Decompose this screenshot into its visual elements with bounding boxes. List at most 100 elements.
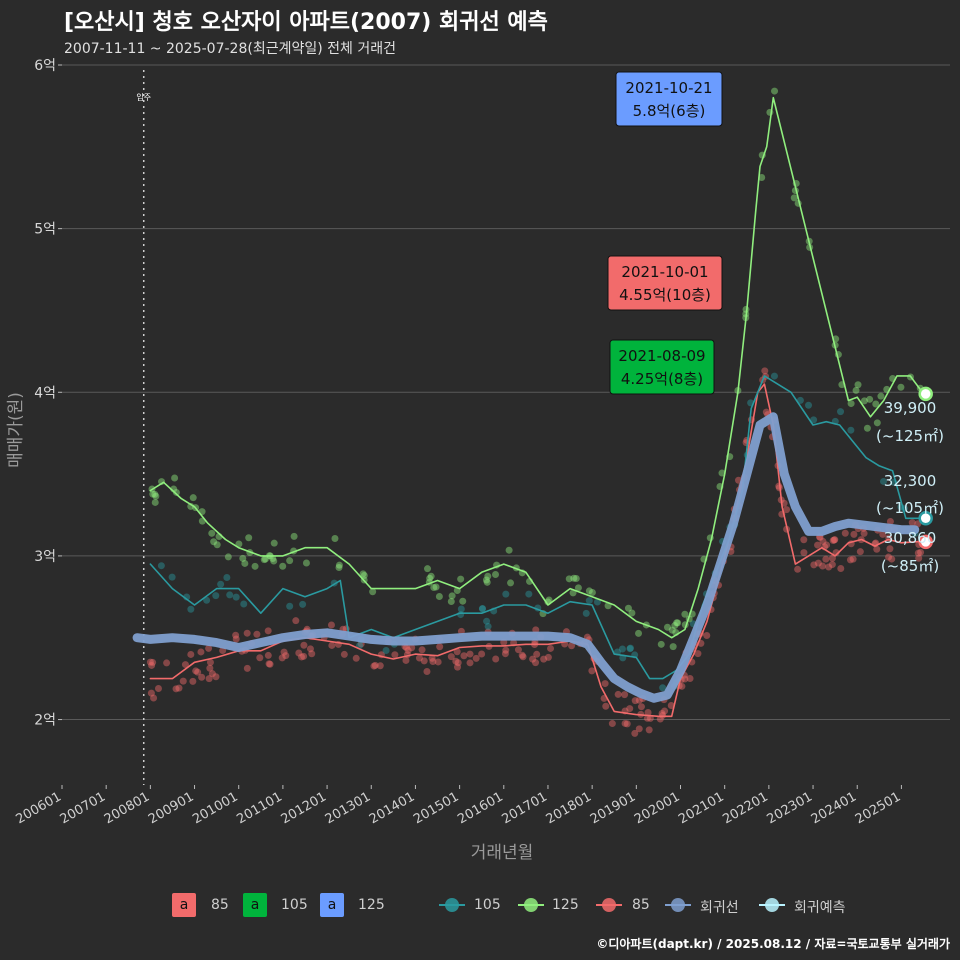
- scatter-point-85: [860, 529, 868, 537]
- scatter-point-85: [661, 707, 669, 715]
- scatter-point-85: [637, 703, 645, 711]
- forecast-area-125: (~125㎡): [876, 427, 944, 445]
- scatter-point-85: [643, 714, 651, 722]
- scatter-point-125: [151, 498, 159, 506]
- scatter-point-85: [206, 658, 214, 666]
- scatter-point-125: [270, 557, 278, 565]
- scatter-point-85: [300, 641, 308, 649]
- scatter-point-85: [352, 654, 360, 662]
- scatter-point-85: [831, 536, 839, 544]
- scatter-point-85: [265, 660, 273, 668]
- scatter-point-105: [286, 602, 294, 610]
- scatter-point-85: [300, 652, 308, 660]
- scatter-point-85: [371, 661, 379, 669]
- scatter-point-85: [646, 714, 654, 722]
- scatter-point-85: [917, 548, 925, 556]
- scatter-point-85: [814, 559, 822, 567]
- scatter-point-125: [624, 604, 632, 612]
- scatter-point-85: [163, 659, 171, 667]
- scatter-point-125: [669, 643, 677, 651]
- scatter-point-125: [897, 383, 905, 391]
- scatter-point-85: [819, 537, 827, 545]
- price-chart: 2억 3억 4억 5억 6억 200601200701200801200901201001…: [6, 58, 950, 863]
- legend-line-125-label: 125: [552, 897, 579, 913]
- scatter-point-125: [210, 538, 218, 546]
- scatter-point-85: [212, 673, 220, 681]
- scatter-point-85: [306, 645, 314, 653]
- scatter-point-85: [519, 653, 527, 661]
- scatter-point-125: [269, 554, 277, 562]
- scatter-point-85: [915, 554, 923, 562]
- scatter-point-85: [810, 561, 818, 569]
- forecast-area-105: (~105㎡): [876, 499, 944, 517]
- scatter-point-125: [668, 626, 676, 634]
- annotation-2021-08-09: 2021-08-09 4.25억(8층): [609, 339, 715, 395]
- scatter-point-85: [914, 549, 922, 557]
- forecast-point-125: [918, 386, 933, 402]
- annotation-box: [607, 255, 723, 311]
- scatter-point-85: [198, 673, 206, 681]
- scatter-point-125: [457, 575, 465, 583]
- scatter-point-125: [863, 424, 871, 432]
- y-axis-label: 매매가(원): [6, 392, 26, 468]
- scatter-point-125: [572, 575, 580, 583]
- legend-line-105-label: 105: [474, 897, 501, 913]
- scatter-point-85: [830, 536, 838, 544]
- scatter-point-125: [877, 392, 885, 400]
- scatter-point-85: [391, 651, 399, 659]
- scatter-point-125: [866, 395, 874, 403]
- x-tick-label: 201401: [367, 789, 417, 827]
- scatter-point-85: [264, 627, 272, 635]
- scatter-point-85: [800, 549, 808, 557]
- legend-line-85-label: 85: [632, 897, 650, 913]
- scatter-point-105: [659, 684, 667, 692]
- scatter-point-85: [841, 529, 849, 537]
- x-tick-label: 201101: [234, 789, 284, 827]
- scatter-point-105: [847, 426, 855, 434]
- scatter-point-85: [631, 729, 639, 737]
- y-tick-label: 4억: [34, 385, 56, 401]
- scatter-point-85: [308, 650, 316, 658]
- scatter-point-85: [148, 661, 156, 669]
- scatter-point-105: [457, 605, 465, 613]
- scatter-point-105: [299, 600, 307, 608]
- scatter-point-85: [658, 709, 666, 717]
- scatter-point-85: [645, 726, 653, 734]
- scatter-point-125: [359, 570, 367, 578]
- scatter-point-85: [814, 541, 822, 549]
- scatter-point-125: [151, 490, 159, 498]
- scatter-point-85: [298, 653, 306, 661]
- scatter-point-85: [533, 650, 541, 658]
- scatter-point-105: [157, 562, 165, 570]
- scatter-point-85: [452, 657, 460, 665]
- scatter-point-125: [565, 575, 573, 583]
- x-tick-label: 201601: [455, 789, 505, 827]
- scatter-point-125: [241, 559, 249, 567]
- scatter-point-105: [525, 590, 533, 598]
- legend-line-marker: [445, 898, 459, 912]
- scatter-point-125: [673, 619, 681, 627]
- scatter-point-105: [483, 617, 491, 625]
- scatter-point-85: [460, 652, 468, 660]
- scatter-point-105: [232, 593, 240, 601]
- scatter-point-85: [243, 664, 251, 672]
- scatter-point-85: [659, 711, 667, 719]
- scatter-point-85: [492, 655, 500, 663]
- y-tick-label: 5억: [34, 222, 56, 238]
- scatter-point-85: [205, 644, 213, 652]
- forecast-value-125: 39,900: [884, 399, 937, 417]
- scatter-point-85: [146, 658, 154, 666]
- scatter-point-105: [618, 645, 626, 653]
- scatter-point-85: [181, 661, 189, 669]
- x-tick-label: 202201: [720, 789, 770, 827]
- scatter-point-85: [694, 650, 702, 658]
- scatter-point-125: [482, 576, 490, 584]
- scatter-point-85: [544, 653, 552, 661]
- scatter-point-85: [621, 719, 629, 727]
- scatter-point-85: [147, 689, 155, 697]
- scatter-point-85: [282, 652, 290, 660]
- series-line-125: [149, 96, 925, 639]
- scatter-point-105: [479, 604, 487, 612]
- scatter-point-85: [540, 655, 548, 663]
- scatter-point-125: [279, 562, 287, 570]
